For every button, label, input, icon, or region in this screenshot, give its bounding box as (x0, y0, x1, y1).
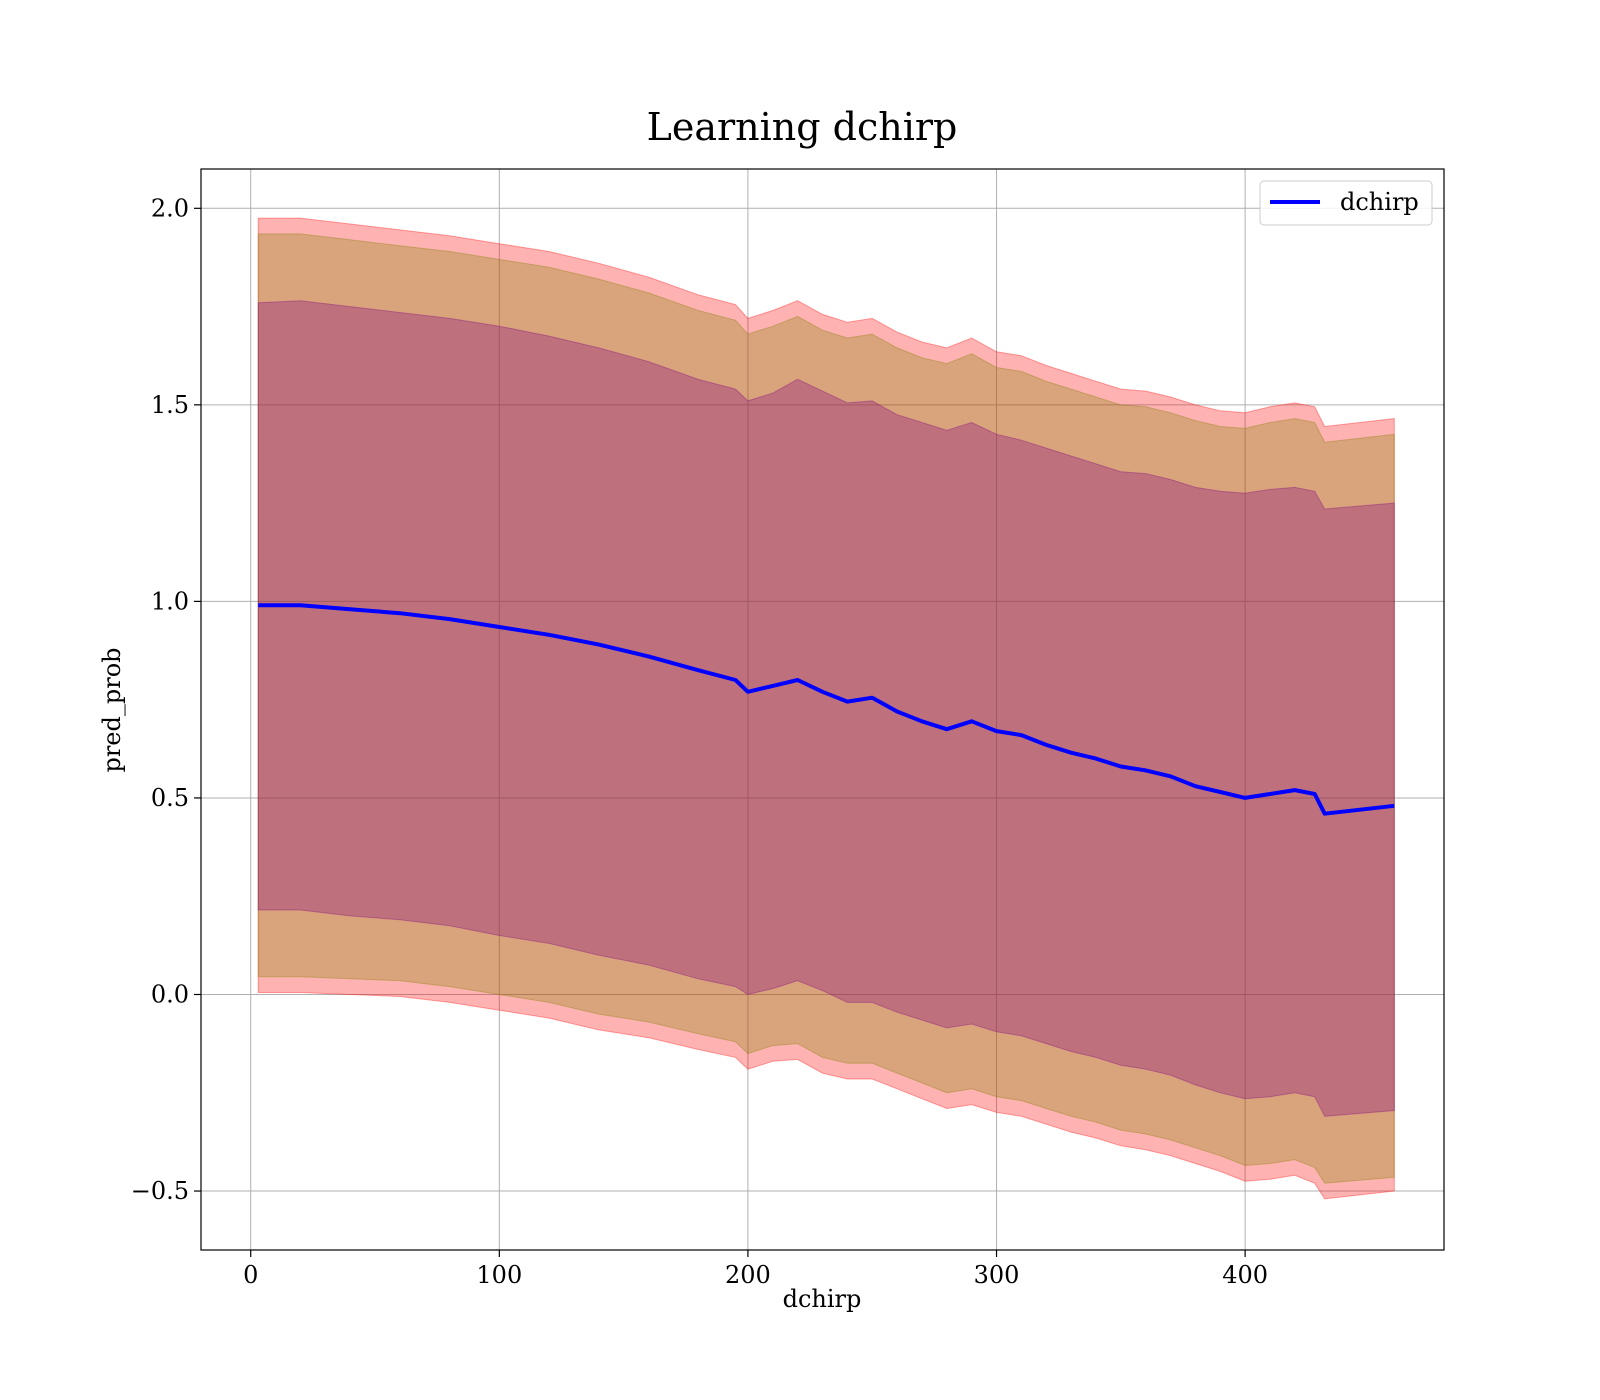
x-tick-label: 100 (476, 1261, 522, 1289)
y-axis-label: pred_prob (98, 647, 126, 772)
x-tick-label: 0 (243, 1261, 258, 1289)
band-inner-band (257, 300, 1395, 1117)
legend: dchirp (1259, 180, 1433, 226)
confidence-bands (257, 217, 1395, 1200)
y-ticks: −0.5 0.0 0.5 1.0 1.5 2.0 (131, 194, 201, 1205)
x-axis-label: dchirp (783, 1285, 862, 1313)
x-tick-label: 400 (1222, 1261, 1268, 1289)
band-middle-band (257, 233, 1395, 1184)
y-tick-label: 0.0 (151, 980, 189, 1008)
chart-title: Learning dchirp (647, 105, 958, 149)
y-tick-label: −0.5 (131, 1177, 189, 1205)
y-tick-label: 1.5 (151, 391, 189, 419)
plot-area (200, 168, 1445, 1251)
legend-frame (1259, 180, 1433, 226)
x-tick-label: 300 (974, 1261, 1020, 1289)
x-ticks: 0 100 200 300 400 (243, 1250, 1268, 1289)
x-tick-label: 200 (725, 1261, 771, 1289)
y-tick-label: 0.5 (151, 784, 189, 812)
axes-frame (200, 168, 1445, 1251)
y-tick-label: 1.0 (151, 587, 189, 615)
series-lines (258, 603, 1395, 816)
axes-background (201, 169, 1444, 1250)
legend-label-dchirp: dchirp (1340, 188, 1419, 216)
y-tick-label: 2.0 (151, 194, 189, 222)
series-line-dchirp (258, 603, 1395, 816)
band-outer-band (257, 217, 1395, 1200)
